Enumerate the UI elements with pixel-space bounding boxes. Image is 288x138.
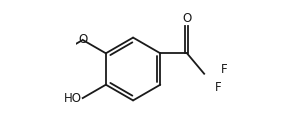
- Text: F: F: [215, 81, 222, 94]
- Text: O: O: [182, 12, 192, 25]
- Text: HO: HO: [64, 92, 82, 105]
- Text: F: F: [221, 63, 228, 76]
- Text: O: O: [78, 33, 87, 46]
